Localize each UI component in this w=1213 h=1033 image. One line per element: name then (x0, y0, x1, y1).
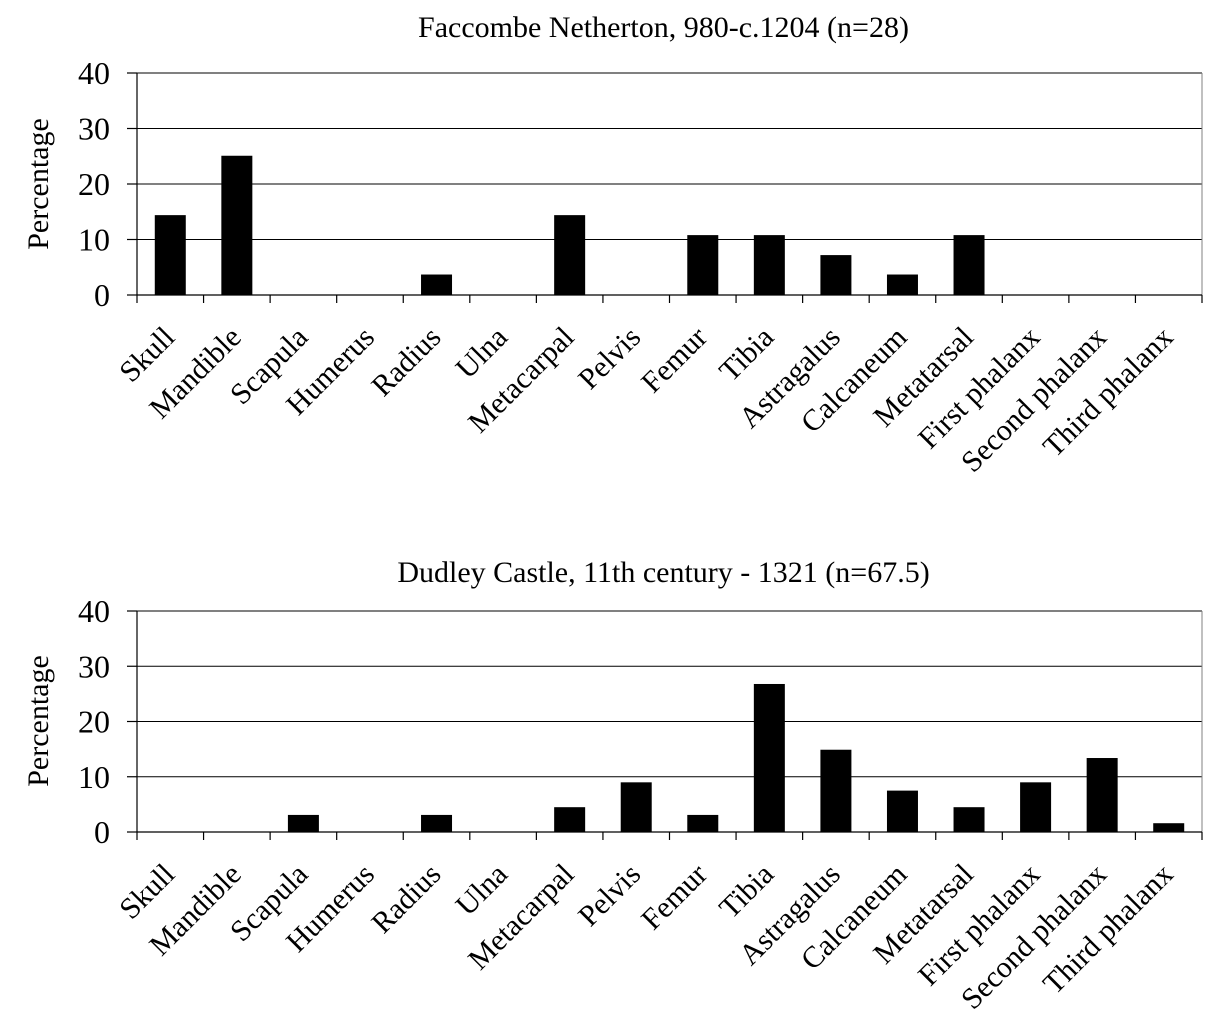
bar (554, 807, 586, 833)
chart-panel-2: Dudley Castle, 11th century - 1321 (n=67… (22, 556, 1203, 1016)
bar (687, 814, 719, 833)
bar (886, 790, 918, 833)
y-tick-label: 10 (78, 222, 110, 258)
chart-title: Faccombe Netherton, 980-c.1204 (n=28) (418, 11, 909, 44)
bar (820, 255, 852, 296)
y-tick-label: 20 (78, 166, 110, 202)
y-tick-label: 20 (78, 704, 110, 740)
bar (221, 155, 253, 296)
bar (1086, 758, 1118, 833)
bar (687, 235, 719, 296)
bar (287, 814, 319, 833)
y-tick-label: 10 (78, 759, 110, 795)
bar (753, 235, 785, 296)
chart-title: Dudley Castle, 11th century - 1321 (n=67… (397, 556, 929, 589)
x-tick-label: Radius (365, 858, 447, 940)
bar (953, 807, 985, 833)
y-tick-label: 30 (78, 111, 110, 147)
bar (1153, 823, 1185, 833)
bar (620, 782, 652, 833)
bar (421, 274, 453, 296)
x-tick-label: Pelvis (572, 858, 647, 933)
x-tick-label: Pelvis (572, 321, 647, 396)
x-tick-label: Radius (365, 321, 447, 403)
y-axis-label: Percentage (22, 655, 55, 787)
y-axis-label: Percentage (22, 118, 55, 250)
bar (953, 235, 985, 296)
bar (753, 683, 785, 833)
bar (1020, 782, 1052, 833)
y-tick-label: 0 (94, 277, 110, 313)
bar (421, 814, 453, 833)
bar (154, 215, 186, 296)
chart-panel-1: Faccombe Netherton, 980-c.1204 (n=28) Per… (22, 11, 1203, 479)
y-tick-label: 0 (94, 814, 110, 850)
y-tick-label: 40 (78, 55, 110, 91)
y-tick-label: 40 (78, 593, 110, 629)
y-tick-label: 30 (78, 648, 110, 684)
bar (820, 749, 852, 833)
bar (886, 274, 918, 296)
x-tick-label: Femur (635, 858, 714, 937)
x-tick-label: Femur (635, 321, 714, 400)
bar (554, 215, 586, 296)
